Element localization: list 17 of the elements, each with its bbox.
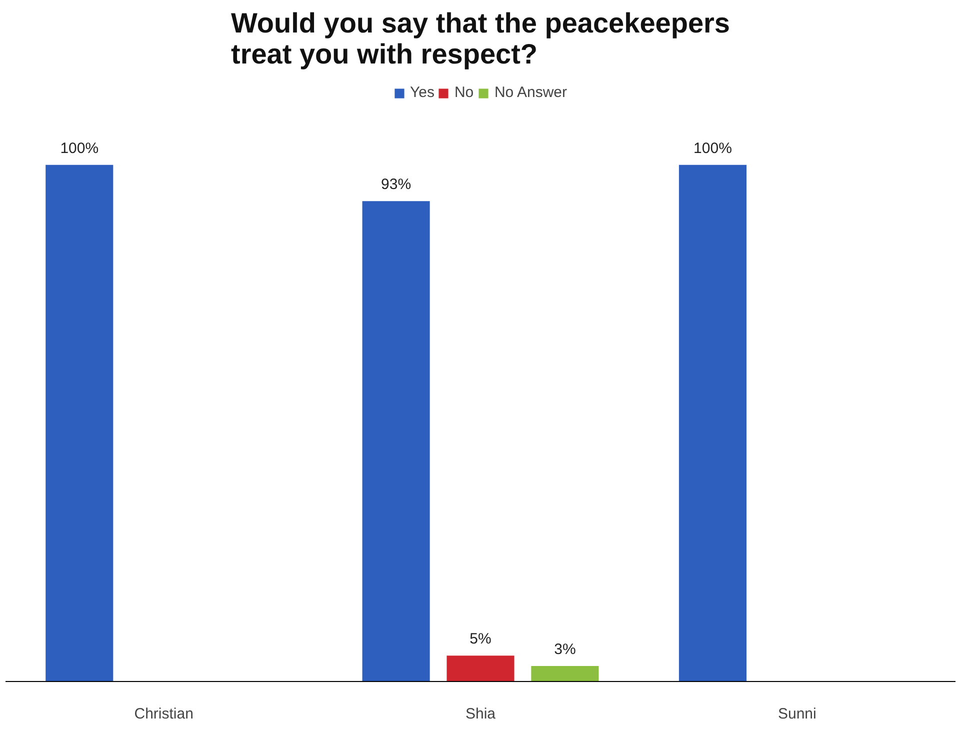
legend-label: No Answer (494, 84, 568, 101)
x-tick-label: Sunni (778, 706, 816, 722)
bar (678, 164, 746, 682)
legend-label: Yes (410, 84, 434, 101)
data-label: 93% (381, 176, 412, 194)
data-label: 100% (60, 140, 99, 157)
legend-label: No (454, 84, 474, 101)
bar (446, 656, 514, 682)
bar (46, 164, 114, 682)
data-label: 5% (470, 630, 492, 648)
data-label: 100% (694, 140, 732, 157)
chart-title: Would you say that the peacekeepers treat you with respect? (231, 8, 730, 70)
data-label: 3% (554, 641, 576, 658)
bar (362, 201, 430, 682)
x-tick-label: Christian (134, 706, 194, 722)
x-tick-label: Shia (465, 706, 496, 722)
bar (531, 666, 599, 682)
